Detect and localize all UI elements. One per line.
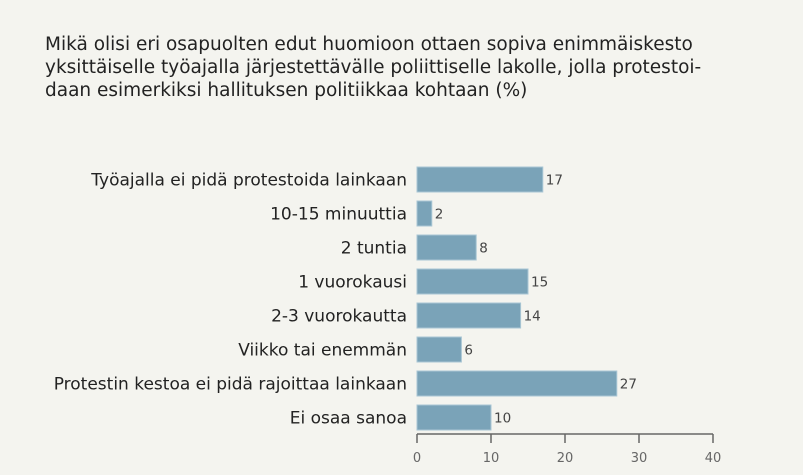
- bar: [416, 268, 529, 295]
- data-label: 14: [524, 309, 541, 325]
- data-label: 17: [546, 173, 563, 189]
- data-label: 2: [435, 207, 444, 223]
- data-label: 15: [531, 275, 548, 291]
- category-label: Protestin kestoa ei pidä rajoittaa laink…: [54, 375, 407, 395]
- x-tick-label: 30: [631, 451, 648, 466]
- x-tick-label: 40: [705, 451, 722, 466]
- category-label: Työajalla ei pidä protestoida lainkaan: [90, 171, 407, 191]
- bar: [416, 166, 544, 193]
- bar: [416, 200, 433, 227]
- x-tick-label: 0: [413, 451, 421, 466]
- bar: [416, 302, 522, 329]
- x-tick-label: 10: [483, 451, 500, 466]
- chart-title: Mikä olisi eri osapuolten edut huomioon …: [45, 33, 775, 102]
- bar: [416, 404, 492, 431]
- bar: [416, 336, 462, 363]
- data-label: 10: [494, 411, 511, 427]
- data-label: 8: [479, 241, 488, 257]
- category-label: Ei osaa sanoa: [290, 409, 407, 429]
- data-label: 27: [620, 377, 637, 393]
- category-label: 2-3 vuorokautta: [271, 307, 407, 327]
- chart-title-line: daan esimerkiksi hallituksen politiikkaa…: [45, 80, 528, 101]
- category-label: 1 vuorokausi: [298, 273, 407, 293]
- chart-title-line: yksittäiselle työajalla järjestettävälle…: [45, 57, 702, 78]
- bar: [416, 234, 477, 261]
- chart-title-line: Mikä olisi eri osapuolten edut huomioon …: [45, 34, 693, 55]
- category-label: Viikko tai enemmän: [238, 341, 407, 361]
- x-tick-label: 20: [557, 451, 574, 466]
- data-label: 6: [464, 343, 473, 359]
- bar: [416, 370, 618, 397]
- category-label: 2 tuntia: [341, 239, 407, 259]
- category-label: 10-15 minuuttia: [270, 205, 407, 225]
